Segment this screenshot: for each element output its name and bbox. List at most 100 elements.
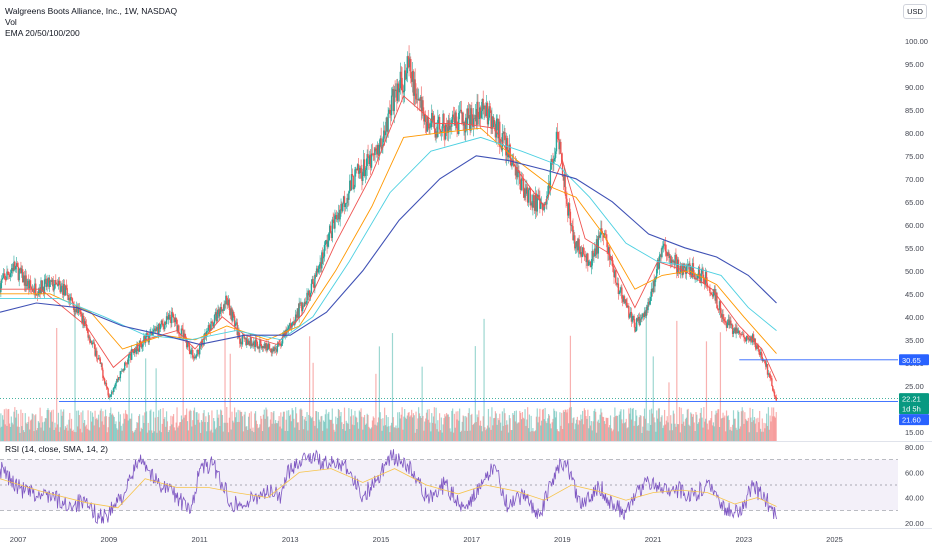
volume-bar	[200, 420, 203, 441]
volume-bar	[406, 415, 408, 441]
candle-body	[437, 119, 439, 137]
candle-body	[571, 225, 573, 227]
ema-label[interactable]: EMA 20/50/100/200	[5, 28, 80, 38]
price-axis-tick: 50.00	[905, 267, 924, 276]
volume-bar	[78, 415, 80, 441]
candle-body	[195, 355, 197, 358]
candle-body	[110, 394, 112, 397]
volume-bar	[491, 407, 493, 441]
volume-bar	[75, 432, 77, 441]
volume-bar	[161, 423, 163, 441]
candle-body	[49, 280, 52, 282]
candle-body	[765, 363, 767, 367]
candle-body	[659, 254, 661, 257]
candle-body	[308, 290, 311, 298]
volume-bar	[505, 425, 507, 441]
candle-body	[20, 268, 22, 274]
candle-body	[555, 131, 558, 152]
volume-bar	[3, 409, 5, 441]
volume-bar	[664, 409, 666, 441]
volume-bar	[584, 410, 586, 441]
candle-body	[672, 260, 675, 263]
candle-body	[711, 294, 713, 295]
rsi-axis-tick: 20.00	[905, 519, 924, 528]
candle-body	[299, 303, 301, 304]
candle-body	[328, 225, 331, 234]
candle-body	[771, 378, 773, 387]
candle-body	[211, 321, 213, 323]
volume-bar	[423, 430, 425, 441]
volume-bar	[379, 412, 381, 441]
candle-body	[519, 171, 521, 184]
candle-body	[722, 314, 724, 320]
candle-body	[454, 112, 456, 126]
volume-bar	[594, 408, 596, 441]
volume-bar	[383, 425, 385, 441]
candle-body	[413, 79, 415, 96]
volume-bar	[759, 410, 761, 441]
candle-body	[281, 336, 284, 344]
volume-label[interactable]: Vol	[5, 17, 17, 27]
candle-body	[654, 278, 656, 287]
volume-bar	[327, 413, 329, 441]
volume-bar	[328, 411, 330, 441]
volume-bar	[384, 425, 387, 441]
candle-body	[14, 261, 16, 270]
candle-body	[551, 158, 553, 162]
volume-bar	[544, 407, 546, 441]
candle-body	[96, 358, 99, 360]
volume-bar	[140, 427, 142, 441]
volume-bar	[290, 421, 292, 441]
volume-bar	[687, 408, 689, 441]
volume-bar	[377, 422, 379, 441]
volume-bar	[19, 432, 21, 441]
candle-body	[331, 219, 334, 238]
volume-bar	[286, 410, 288, 441]
volume-bar	[546, 423, 548, 441]
candle-body	[649, 301, 651, 305]
candle-body	[491, 116, 493, 129]
volume-bar	[717, 409, 719, 441]
candle-body	[726, 322, 729, 328]
volume-bar	[575, 423, 577, 441]
candle-body	[403, 70, 406, 92]
volume-bar	[229, 353, 231, 441]
volume-bar	[364, 424, 367, 441]
volume-bar	[361, 416, 363, 441]
candle-body	[324, 242, 327, 245]
candle-body	[146, 333, 149, 335]
volume-bar	[170, 415, 172, 441]
candle-body	[723, 319, 725, 321]
volume-bar	[493, 418, 495, 441]
volume-bar	[368, 426, 370, 441]
candle-body	[773, 391, 776, 397]
time-axis-tick: 2025	[826, 535, 843, 544]
candle-body	[479, 107, 482, 118]
volume-bar	[730, 426, 732, 441]
volume-bar	[549, 423, 551, 441]
volume-bar	[360, 408, 362, 441]
candle-body	[28, 280, 30, 289]
volume-bar	[541, 409, 544, 441]
volume-bar	[724, 415, 726, 441]
candle-body	[759, 351, 762, 356]
volume-bar	[99, 410, 101, 441]
symbol-title[interactable]: Walgreens Boots Alliance, Inc., 1W, NASD…	[5, 6, 178, 16]
rsi-legend[interactable]: RSI (14, close, SMA, 14, 2)	[5, 444, 108, 454]
candle-body	[695, 278, 697, 280]
currency-selector[interactable]: USD	[903, 4, 927, 19]
volume-bar	[763, 422, 765, 441]
candle-body	[212, 323, 215, 327]
volume-bar	[43, 430, 45, 441]
candle-body	[764, 360, 766, 364]
volume-bar	[704, 421, 706, 441]
volume-bar	[171, 424, 173, 441]
volume-bar	[685, 417, 688, 441]
volume-bar	[348, 408, 350, 441]
volume-bar	[500, 422, 502, 441]
candle-body	[475, 115, 477, 125]
candle-body	[277, 343, 279, 346]
volume-bar	[97, 414, 100, 441]
